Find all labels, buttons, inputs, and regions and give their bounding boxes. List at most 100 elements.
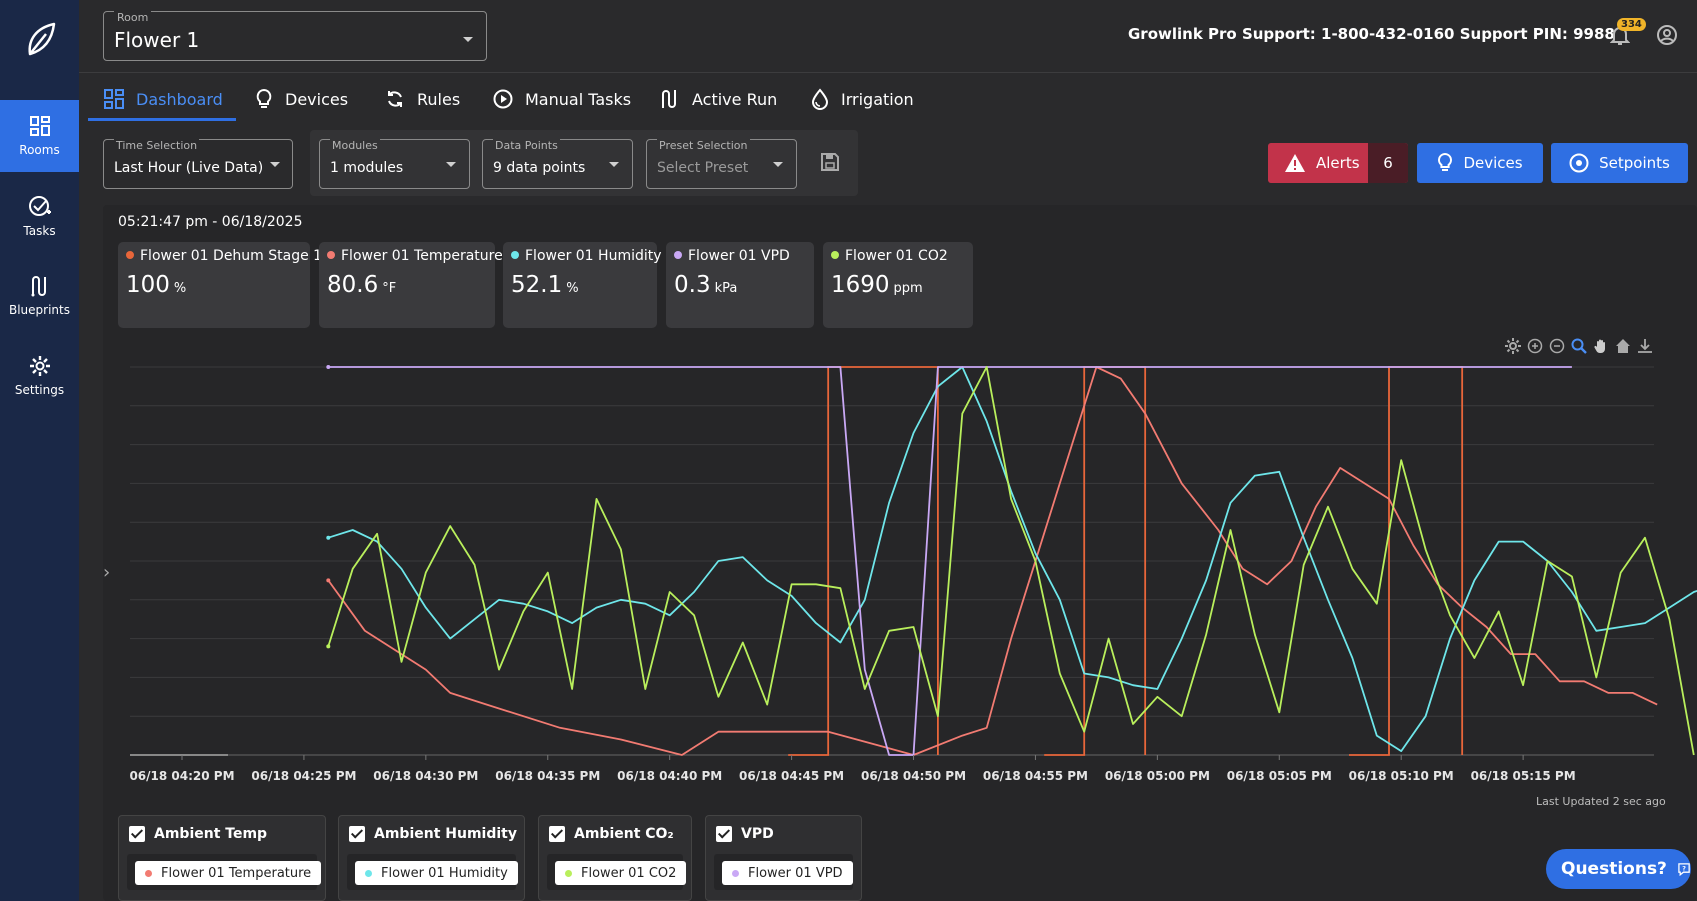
chevron-down-icon xyxy=(463,37,473,42)
sidebar-item-settings[interactable]: Settings xyxy=(0,340,79,412)
legend-group-header[interactable]: Ambient Temp xyxy=(129,826,267,842)
reading-label: Flower 01 Humidity xyxy=(525,248,662,264)
alerts-label: Alerts xyxy=(1316,154,1360,172)
warning-icon xyxy=(1285,154,1305,172)
chart-toolbar xyxy=(1505,338,1653,354)
filter-panel xyxy=(310,130,858,196)
growlink-leaf-logo[interactable] xyxy=(22,20,58,60)
reading-card-vpd[interactable]: Flower 01 VPD 0.3 kPa xyxy=(666,242,814,328)
reading-card-temperature[interactable]: Flower 01 Temperature 80.6 °F xyxy=(319,242,503,328)
checkbox-checked-icon[interactable] xyxy=(349,826,365,842)
magnifier-zoom-icon[interactable] xyxy=(1571,338,1587,354)
legend-pill[interactable]: Flower 01 Humidity xyxy=(355,861,518,885)
chevron-right-icon[interactable]: › xyxy=(103,562,111,583)
legend-item-container: Flower 01 Temperature xyxy=(127,854,322,890)
user-account-icon[interactable] xyxy=(1656,24,1678,46)
sidebar-item-tasks[interactable]: Tasks xyxy=(0,180,79,252)
legend-group-header[interactable]: Ambient CO₂ xyxy=(549,826,674,842)
checkbox-checked-icon[interactable] xyxy=(716,826,732,842)
tasks-check-icon xyxy=(28,196,51,216)
x-tick-label: 06/18 04:35 PM xyxy=(495,769,600,783)
reading-value: 1690 ppm xyxy=(831,272,923,298)
tab-label: Active Run xyxy=(692,89,778,109)
tab-dashboard[interactable]: Dashboard xyxy=(104,82,223,116)
legend-group-header[interactable]: Ambient Humidity xyxy=(349,826,517,842)
legend-item-container: Flower 01 VPD xyxy=(714,854,853,890)
legend-group-title: Ambient Temp xyxy=(154,826,268,842)
x-tick-label: 06/18 04:30 PM xyxy=(373,769,478,783)
tab-manual-tasks[interactable]: Manual Tasks xyxy=(493,82,631,116)
reading-name: Flower 01 Humidity xyxy=(511,248,662,264)
pan-hand-icon[interactable] xyxy=(1593,338,1609,354)
gear-icon xyxy=(29,356,50,376)
legend-pill[interactable]: Flower 01 Temperature xyxy=(135,861,322,885)
chevron-down-icon xyxy=(446,162,456,167)
chart-settings-gear-icon[interactable] xyxy=(1505,338,1521,354)
tab-irrigation[interactable]: Irrigation xyxy=(811,82,914,116)
cycle-icon xyxy=(388,91,402,107)
modules-dropdown[interactable]: Modules 1 modules xyxy=(319,139,470,189)
checkbox-checked-icon[interactable] xyxy=(549,826,565,842)
reading-unit: ppm xyxy=(893,281,923,296)
save-preset-icon[interactable] xyxy=(820,152,840,172)
legend-pill[interactable]: Flower 01 VPD xyxy=(722,861,853,885)
tab-rules[interactable]: Rules xyxy=(385,82,460,116)
zoom-in-icon[interactable] xyxy=(1527,338,1543,354)
data-points-dropdown[interactable]: Data Points 9 data points xyxy=(482,139,633,189)
tab-label: Dashboard xyxy=(136,89,223,109)
legend-group-title: VPD xyxy=(741,826,774,842)
x-tick-label: 06/18 05:00 PM xyxy=(1105,769,1210,783)
series-dot xyxy=(365,869,372,877)
legend-group-vpd: VPD Flower 01 VPD xyxy=(705,815,862,901)
questions-label: Questions? xyxy=(1561,859,1667,879)
home-reset-icon[interactable] xyxy=(1615,338,1631,354)
legend-group-header[interactable]: VPD xyxy=(716,826,774,842)
play-circle-icon xyxy=(493,89,513,109)
tab-devices[interactable]: Devices xyxy=(255,82,348,116)
svg-text:?: ? xyxy=(1682,864,1686,872)
legend-pill[interactable]: Flower 01 CO2 xyxy=(555,861,687,885)
sidebar-item-rooms[interactable]: Rooms xyxy=(0,100,79,172)
sidebar-item-label: Rooms xyxy=(19,143,60,157)
series-dot xyxy=(732,869,739,877)
time-selection-dropdown[interactable]: Time Selection Last Hour (Live Data) xyxy=(103,139,293,189)
reading-unit: kPa xyxy=(714,281,738,296)
reading-card-co2[interactable]: Flower 01 CO2 1690 ppm xyxy=(823,242,973,328)
zoom-out-icon[interactable] xyxy=(1549,338,1565,354)
series-dot xyxy=(126,251,134,259)
support-info: Growlink Pro Support: 1-800-432-0160 Sup… xyxy=(1128,25,1615,43)
tab-active-run[interactable]: Active Run xyxy=(660,82,777,116)
chat-help-icon: ? xyxy=(1678,863,1690,877)
reading-name: Flower 01 Temperature xyxy=(327,248,503,264)
x-tick-label: 06/18 04:50 PM xyxy=(861,769,966,783)
preset-selection-dropdown[interactable]: Preset Selection Select Preset xyxy=(646,139,797,189)
x-tick-label: 06/18 04:40 PM xyxy=(617,769,722,783)
blueprints-icon xyxy=(31,276,46,297)
room-select[interactable]: Room Flower 1 xyxy=(103,11,487,61)
series-start-point xyxy=(326,535,331,540)
sidebar-item-label: Blueprints xyxy=(8,303,70,317)
reading-number: 80.6 xyxy=(327,272,379,298)
sidebar-item-blueprints[interactable]: Blueprints xyxy=(0,260,79,332)
download-icon[interactable] xyxy=(1637,338,1653,354)
tab-label: Manual Tasks xyxy=(525,89,632,109)
legend-item-container: Flower 01 CO2 xyxy=(547,854,687,890)
alerts-count: 6 xyxy=(1383,154,1393,172)
reading-card-humidity[interactable]: Flower 01 Humidity 52.1% xyxy=(503,242,662,328)
alerts-count-badge[interactable]: 6 xyxy=(1368,143,1408,183)
sidebar: Rooms Tasks Blueprints Settings xyxy=(0,0,79,901)
reading-unit: °F xyxy=(382,281,397,296)
filter-label: Data Points xyxy=(493,139,560,152)
reading-card-dehum[interactable]: Flower 01 Dehum Stage 1 100% xyxy=(118,242,322,328)
legend-pill-label: Flower 01 VPD xyxy=(748,865,843,881)
checkbox-checked-icon[interactable] xyxy=(129,826,145,842)
x-tick-label: 06/18 05:05 PM xyxy=(1227,769,1332,783)
devices-button[interactable]: Devices xyxy=(1417,143,1543,183)
sidebar-item-label: Tasks xyxy=(23,224,56,238)
series-line-flower-01-temperature xyxy=(327,366,1658,756)
reading-name: Flower 01 CO2 xyxy=(831,248,948,264)
questions-help-button[interactable]: Questions? ? xyxy=(1546,849,1691,889)
setpoints-button[interactable]: Setpoints xyxy=(1551,143,1688,183)
series-line-flower-01-humidity xyxy=(328,366,1697,752)
